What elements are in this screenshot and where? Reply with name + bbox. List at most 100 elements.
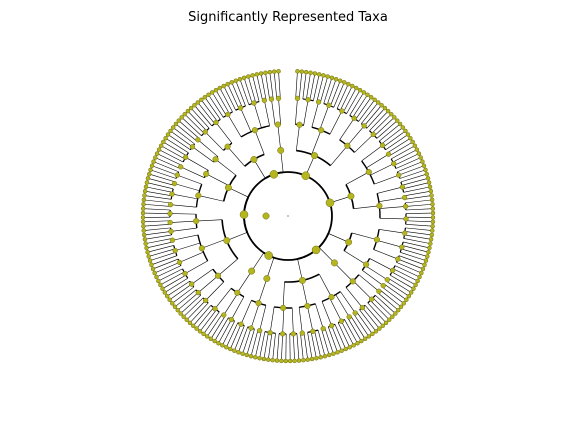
taxon-node — [158, 282, 163, 288]
taxon-node — [238, 321, 244, 327]
taxon-node — [406, 293, 412, 299]
taxon-node — [140, 219, 146, 225]
tree-branch — [184, 113, 205, 134]
taxon-node — [250, 156, 258, 163]
cladogram-tree — [140, 69, 436, 364]
taxon-node — [257, 355, 262, 361]
taxon-node — [399, 184, 406, 190]
taxon-node — [377, 326, 382, 331]
taxon-node — [221, 312, 227, 318]
taxon-node — [370, 131, 376, 138]
taxon-node — [270, 357, 275, 363]
tree-branch — [377, 186, 403, 194]
tree-branch — [349, 92, 365, 116]
tree-branch — [330, 80, 341, 107]
taxon-node — [212, 306, 218, 312]
tree-branch — [194, 105, 213, 127]
tree-branch — [251, 252, 265, 272]
tree-branch — [231, 296, 245, 320]
taxon-node — [221, 83, 226, 89]
tree-branch — [172, 127, 195, 145]
taxon-node — [225, 111, 231, 118]
taxon-node — [428, 241, 433, 246]
taxon-node — [351, 343, 356, 348]
taxon-node — [206, 92, 211, 97]
taxon-node — [146, 171, 152, 177]
tree-branch — [238, 326, 248, 353]
taxon-node — [164, 293, 170, 299]
tree-branch — [226, 232, 248, 241]
taxon-node — [257, 327, 263, 334]
taxon-node — [224, 143, 231, 150]
taxon-node — [421, 163, 427, 168]
tree-branch — [155, 157, 181, 169]
taxon-node — [298, 276, 306, 284]
tree-branch — [396, 262, 422, 274]
tree-branch — [149, 173, 176, 183]
tree-branch — [223, 292, 239, 316]
tree-branch — [365, 265, 388, 280]
tree-branch — [358, 99, 375, 122]
taxon-node — [263, 70, 268, 76]
tree-branch — [301, 280, 308, 307]
tree-branch — [278, 71, 281, 99]
taxon-node — [228, 346, 233, 352]
taxon-node — [208, 336, 214, 342]
taxon-node — [236, 350, 241, 355]
taxon-node — [195, 192, 202, 199]
taxon-node — [316, 72, 322, 77]
taxon-node — [296, 121, 303, 128]
taxon-node — [275, 95, 282, 102]
tree-branch — [306, 72, 311, 100]
tree-branch — [214, 317, 229, 342]
taxon-node — [391, 160, 397, 167]
tree-branch — [179, 251, 204, 263]
tree-branch — [295, 98, 298, 125]
tree-branch — [369, 258, 393, 271]
tree-branch — [152, 258, 179, 270]
taxon-node — [143, 241, 148, 246]
tree-branch — [150, 169, 177, 179]
taxon-node — [234, 289, 241, 296]
tree-branch — [362, 270, 384, 286]
tree-branch — [160, 271, 185, 286]
tree-branch — [144, 234, 172, 240]
tree-branch — [181, 117, 202, 136]
tree-branch — [145, 190, 172, 197]
tree-branch — [328, 326, 338, 353]
taxon-node — [267, 330, 273, 336]
tree-branch — [403, 241, 430, 249]
taxon-node — [248, 267, 256, 275]
tree-branch — [231, 82, 243, 108]
taxon-node — [213, 87, 219, 93]
tree-branch — [323, 77, 333, 104]
taxon-node — [325, 198, 335, 208]
taxon-node — [248, 325, 254, 331]
tree-branch — [205, 131, 224, 151]
taxon-node — [239, 210, 249, 219]
taxon-node — [345, 238, 353, 246]
taxon-node — [209, 90, 215, 95]
taxon-node — [422, 262, 427, 268]
tree-branch — [303, 99, 309, 126]
taxon-node — [337, 78, 343, 83]
taxon-node — [151, 159, 156, 164]
taxon-node — [390, 314, 395, 319]
taxon-node — [416, 151, 422, 156]
taxon-node — [361, 123, 367, 129]
tree-branch — [311, 101, 319, 128]
tree-branch — [345, 287, 363, 308]
tree-branch — [218, 319, 232, 344]
taxon-node — [403, 216, 409, 222]
tree-branch — [282, 307, 285, 334]
taxon-node — [158, 143, 164, 149]
tree-branch — [311, 130, 322, 155]
taxon-node — [262, 212, 270, 220]
taxon-node — [326, 352, 332, 358]
taxon-node — [344, 142, 351, 149]
taxon-node — [335, 350, 340, 355]
tree-branch — [277, 124, 282, 151]
taxon-node — [401, 301, 406, 306]
taxon-node — [339, 348, 344, 353]
tree-branch — [291, 307, 294, 334]
